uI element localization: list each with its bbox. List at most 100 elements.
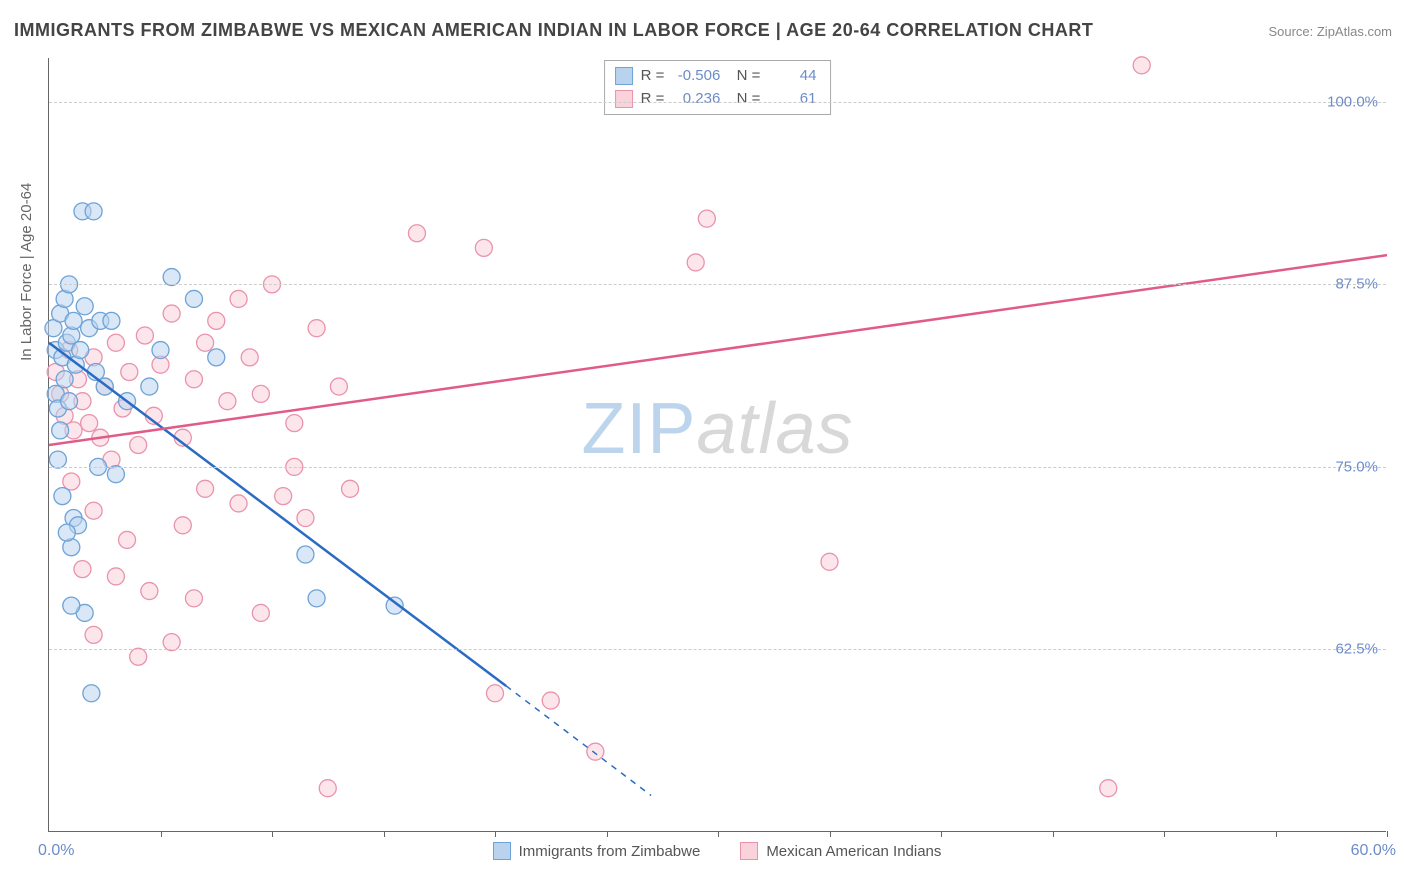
- scatter-point: [252, 385, 269, 402]
- scatter-point: [219, 393, 236, 410]
- legend-label-zimbabwe: Immigrants from Zimbabwe: [519, 843, 701, 860]
- scatter-point: [103, 312, 120, 329]
- scatter-point: [1133, 57, 1150, 74]
- series-legend: Immigrants from Zimbabwe Mexican America…: [48, 842, 1386, 860]
- y-tick-label: 62.5%: [1335, 641, 1378, 658]
- x-tick: [607, 831, 608, 837]
- source-label: Source: ZipAtlas.com: [1268, 24, 1392, 39]
- scatter-point: [587, 743, 604, 760]
- scatter-point: [185, 290, 202, 307]
- scatter-point: [72, 342, 89, 359]
- x-tick: [272, 831, 273, 837]
- scatter-point: [241, 349, 258, 366]
- legend-swatch-zimbabwe: [493, 842, 511, 860]
- scatter-point: [49, 451, 66, 468]
- y-tick-label: 87.5%: [1335, 276, 1378, 293]
- x-tick: [495, 831, 496, 837]
- scatter-point: [275, 488, 292, 505]
- scatter-point: [698, 210, 715, 227]
- scatter-point: [487, 685, 504, 702]
- scatter-point: [687, 254, 704, 271]
- gridline: [49, 467, 1386, 468]
- x-tick: [1053, 831, 1054, 837]
- scatter-point: [163, 269, 180, 286]
- title-bar: IMMIGRANTS FROM ZIMBABWE VS MEXICAN AMER…: [14, 20, 1392, 41]
- scatter-point: [319, 780, 336, 797]
- correlation-row-mexican: R = 0.236 N = 61: [615, 88, 817, 111]
- scatter-point: [56, 371, 73, 388]
- y-tick-label: 75.0%: [1335, 458, 1378, 475]
- scatter-point: [163, 305, 180, 322]
- scatter-point: [297, 546, 314, 563]
- scatter-point: [85, 203, 102, 220]
- scatter-point: [185, 590, 202, 607]
- scatter-point: [1100, 780, 1117, 797]
- scatter-point: [475, 239, 492, 256]
- scatter-point: [185, 371, 202, 388]
- scatter-point: [141, 583, 158, 600]
- scatter-point: [342, 480, 359, 497]
- trend-line-zimbabwe: [49, 343, 506, 686]
- scatter-point: [61, 393, 78, 410]
- scatter-point: [163, 634, 180, 651]
- n-value-mexican: 61: [768, 88, 816, 111]
- chart-title: IMMIGRANTS FROM ZIMBABWE VS MEXICAN AMER…: [14, 20, 1093, 41]
- x-tick: [941, 831, 942, 837]
- x-tick: [1276, 831, 1277, 837]
- trend-line-zimbabwe-dashed: [506, 686, 651, 796]
- x-tick: [384, 831, 385, 837]
- scatter-point: [152, 342, 169, 359]
- scatter-point: [65, 312, 82, 329]
- swatch-mexican: [615, 90, 633, 108]
- r-value-mexican: 0.236: [672, 88, 720, 111]
- r-value-zimbabwe: -0.506: [672, 65, 720, 88]
- scatter-point: [54, 488, 71, 505]
- scatter-point: [230, 495, 247, 512]
- scatter-point: [136, 327, 153, 344]
- legend-item-mexican: Mexican American Indians: [740, 842, 941, 860]
- scatter-point: [58, 524, 75, 541]
- scatter-point: [85, 502, 102, 519]
- x-tick: [718, 831, 719, 837]
- scatter-point: [76, 298, 93, 315]
- x-tick: [1164, 831, 1165, 837]
- scatter-point: [74, 561, 91, 578]
- scatter-point: [52, 422, 69, 439]
- scatter-point: [83, 685, 100, 702]
- x-tick: [161, 831, 162, 837]
- gridline: [49, 649, 1386, 650]
- legend-label-mexican: Mexican American Indians: [766, 843, 941, 860]
- scatter-point: [141, 378, 158, 395]
- scatter-point: [542, 692, 559, 709]
- scatter-point: [107, 466, 124, 483]
- scatter-point: [408, 225, 425, 242]
- legend-item-zimbabwe: Immigrants from Zimbabwe: [493, 842, 701, 860]
- scatter-point: [197, 480, 214, 497]
- scatter-point: [286, 415, 303, 432]
- chart-svg: [49, 58, 1386, 831]
- scatter-point: [63, 597, 80, 614]
- swatch-zimbabwe: [615, 67, 633, 85]
- scatter-point: [821, 553, 838, 570]
- correlation-row-zimbabwe: R = -0.506 N = 44: [615, 65, 817, 88]
- x-tick: [1387, 831, 1388, 837]
- scatter-point: [330, 378, 347, 395]
- scatter-point: [107, 334, 124, 351]
- scatter-point: [81, 415, 98, 432]
- x-tick: [830, 831, 831, 837]
- scatter-point: [252, 604, 269, 621]
- y-axis-label: In Labor Force | Age 20-64: [18, 183, 35, 361]
- scatter-point: [121, 363, 138, 380]
- scatter-point: [174, 517, 191, 534]
- plot-area: ZIPatlas R = -0.506 N = 44 R = 0.236 N =…: [48, 58, 1386, 832]
- n-value-zimbabwe: 44: [768, 65, 816, 88]
- scatter-point: [130, 648, 147, 665]
- gridline: [49, 102, 1386, 103]
- y-tick-label: 100.0%: [1327, 93, 1378, 110]
- scatter-point: [208, 312, 225, 329]
- legend-swatch-mexican: [740, 842, 758, 860]
- scatter-point: [119, 531, 136, 548]
- gridline: [49, 284, 1386, 285]
- scatter-point: [197, 334, 214, 351]
- correlation-legend: R = -0.506 N = 44 R = 0.236 N = 61: [604, 60, 832, 115]
